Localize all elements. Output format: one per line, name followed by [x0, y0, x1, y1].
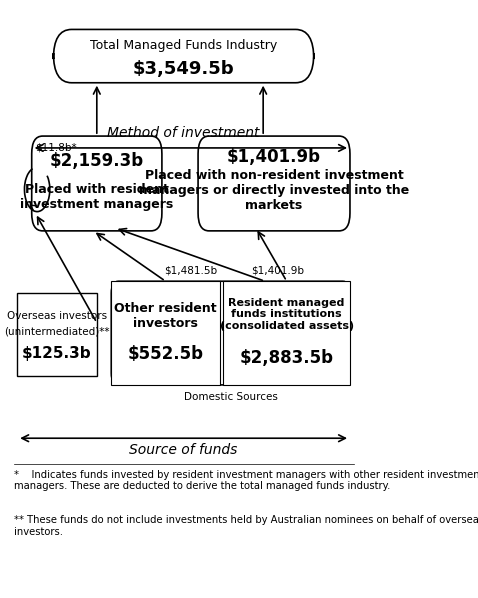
FancyBboxPatch shape [54, 29, 314, 83]
Text: Resident managed
funds institutions
(consolidated assets): Resident managed funds institutions (con… [219, 298, 354, 331]
Text: $11.8b*: $11.8b* [35, 143, 77, 153]
FancyBboxPatch shape [111, 281, 350, 385]
FancyBboxPatch shape [111, 281, 220, 385]
Text: $3,549.5b: $3,549.5b [133, 60, 234, 78]
Text: $2,883.5b: $2,883.5b [239, 349, 334, 367]
Text: $552.5b: $552.5b [128, 345, 204, 363]
Text: $2,159.3b: $2,159.3b [50, 152, 144, 170]
Text: Other resident
investors: Other resident investors [114, 303, 217, 331]
Text: ** These funds do not include investments held by Australian nominees on behalf : ** These funds do not include investment… [14, 515, 478, 537]
FancyBboxPatch shape [17, 293, 97, 376]
FancyBboxPatch shape [198, 136, 350, 231]
Text: Domestic Sources: Domestic Sources [184, 392, 278, 402]
FancyBboxPatch shape [223, 281, 350, 385]
Text: $1,401.9b: $1,401.9b [227, 148, 321, 166]
Text: $1,401.9b: $1,401.9b [251, 266, 304, 276]
Text: Overseas investors: Overseas investors [7, 310, 107, 321]
Text: Source of funds: Source of funds [130, 443, 238, 457]
Text: Placed with resident
investment managers: Placed with resident investment managers [20, 182, 174, 210]
Text: Method of investment: Method of investment [108, 126, 260, 140]
Text: $125.3b: $125.3b [22, 346, 92, 361]
Text: (unintermediated)**: (unintermediated)** [4, 327, 110, 337]
Text: *    Indicates funds invested by resident investment managers with other residen: * Indicates funds invested by resident i… [14, 469, 478, 491]
Text: Total Managed Funds Industry: Total Managed Funds Industry [90, 39, 277, 52]
FancyBboxPatch shape [32, 136, 162, 231]
Text: $1,481.5b: $1,481.5b [164, 266, 217, 276]
Text: Placed with non-resident investment
managers or directly invested into the
marke: Placed with non-resident investment mana… [139, 169, 409, 212]
